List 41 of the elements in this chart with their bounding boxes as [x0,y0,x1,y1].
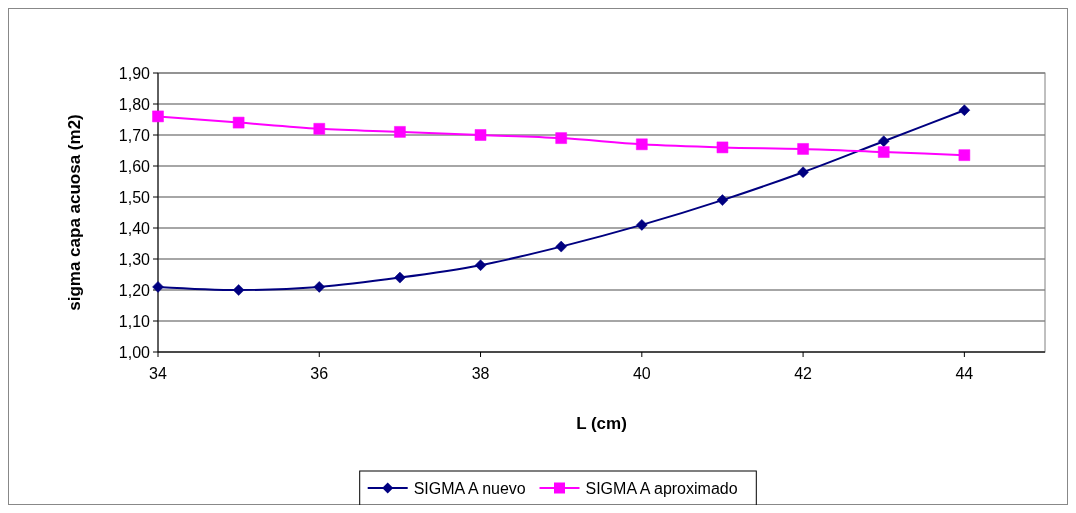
point [716,141,729,154]
point [152,110,164,123]
point [152,281,164,293]
point [394,126,406,138]
point [313,281,326,293]
y-axis-title: sigma capa acuosa (m2) [65,114,84,311]
point [716,194,729,206]
x-tick-label: 38 [471,365,490,382]
x-tick-label: 42 [794,365,813,382]
point [313,123,326,135]
point [394,271,406,284]
y-tick-label: 1,00 [118,343,151,361]
point [474,259,487,271]
x-axis-title: L (cm) [576,414,627,433]
y-tick-label: 1,60 [118,157,151,175]
point [232,116,245,129]
x-tick-label: 36 [310,365,329,382]
point [877,146,890,158]
legend-label: SIGMA A aproximado [585,479,738,497]
y-tick-label: 1,10 [118,312,151,330]
point [958,104,971,116]
y-tick-label: 1,50 [118,188,151,206]
y-tick-label: 1,70 [118,126,151,144]
y-tick-label: 1,90 [118,64,151,82]
y-tick-label: 1,40 [118,219,151,237]
point [797,166,809,178]
point [636,138,648,151]
x-tick-label: 44 [955,365,974,382]
point [877,135,890,147]
y-tick-label: 1,30 [118,250,151,268]
y-tick-label: 1,80 [118,95,151,113]
point [474,129,487,141]
y-tick-label: 1,20 [118,281,151,299]
x-tick-label: 34 [149,365,167,382]
point [958,149,971,161]
point [636,219,648,231]
x-tick-label: 40 [632,365,651,382]
point [797,143,809,155]
point [555,240,567,253]
legend-label: SIGMA A nuevo [413,479,526,497]
point [555,132,567,144]
